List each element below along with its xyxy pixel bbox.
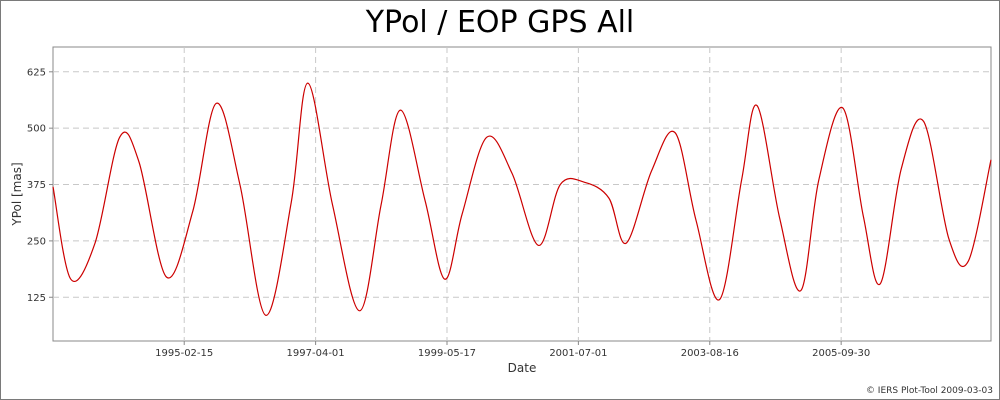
y-tick-label: 500: [27, 124, 46, 135]
x-tick-label: 2003-08-16: [681, 348, 739, 359]
y-tick-label: 250: [27, 236, 46, 247]
y-axis-ticks: 125 250 375 500 625: [27, 67, 53, 304]
x-tick-label: 1999-05-17: [418, 348, 476, 359]
grid-lines: [53, 47, 991, 341]
x-tick-label: 1997-04-01: [287, 348, 345, 359]
y-tick-label: 125: [27, 293, 46, 304]
series-line-ypol: [52, 82, 992, 316]
x-axis-title: Date: [508, 361, 537, 375]
chart-title: YPol / EOP GPS All: [365, 5, 635, 40]
y-tick-label: 375: [27, 180, 46, 191]
y-tick-label: 625: [27, 67, 46, 78]
plot-area: [52, 46, 992, 342]
y-axis-title: YPol [mas]: [10, 162, 24, 226]
x-tick-label: 2001-07-01: [549, 348, 607, 359]
x-tick-label: 2005-09-30: [812, 348, 870, 359]
x-axis-ticks: 1995-02-15 1997-04-01 1999-05-17 2001-07-01…: [155, 341, 870, 359]
x-tick-label: 1995-02-15: [155, 348, 213, 359]
credit-text: © IERS Plot-Tool 2009-03-03: [865, 386, 993, 396]
